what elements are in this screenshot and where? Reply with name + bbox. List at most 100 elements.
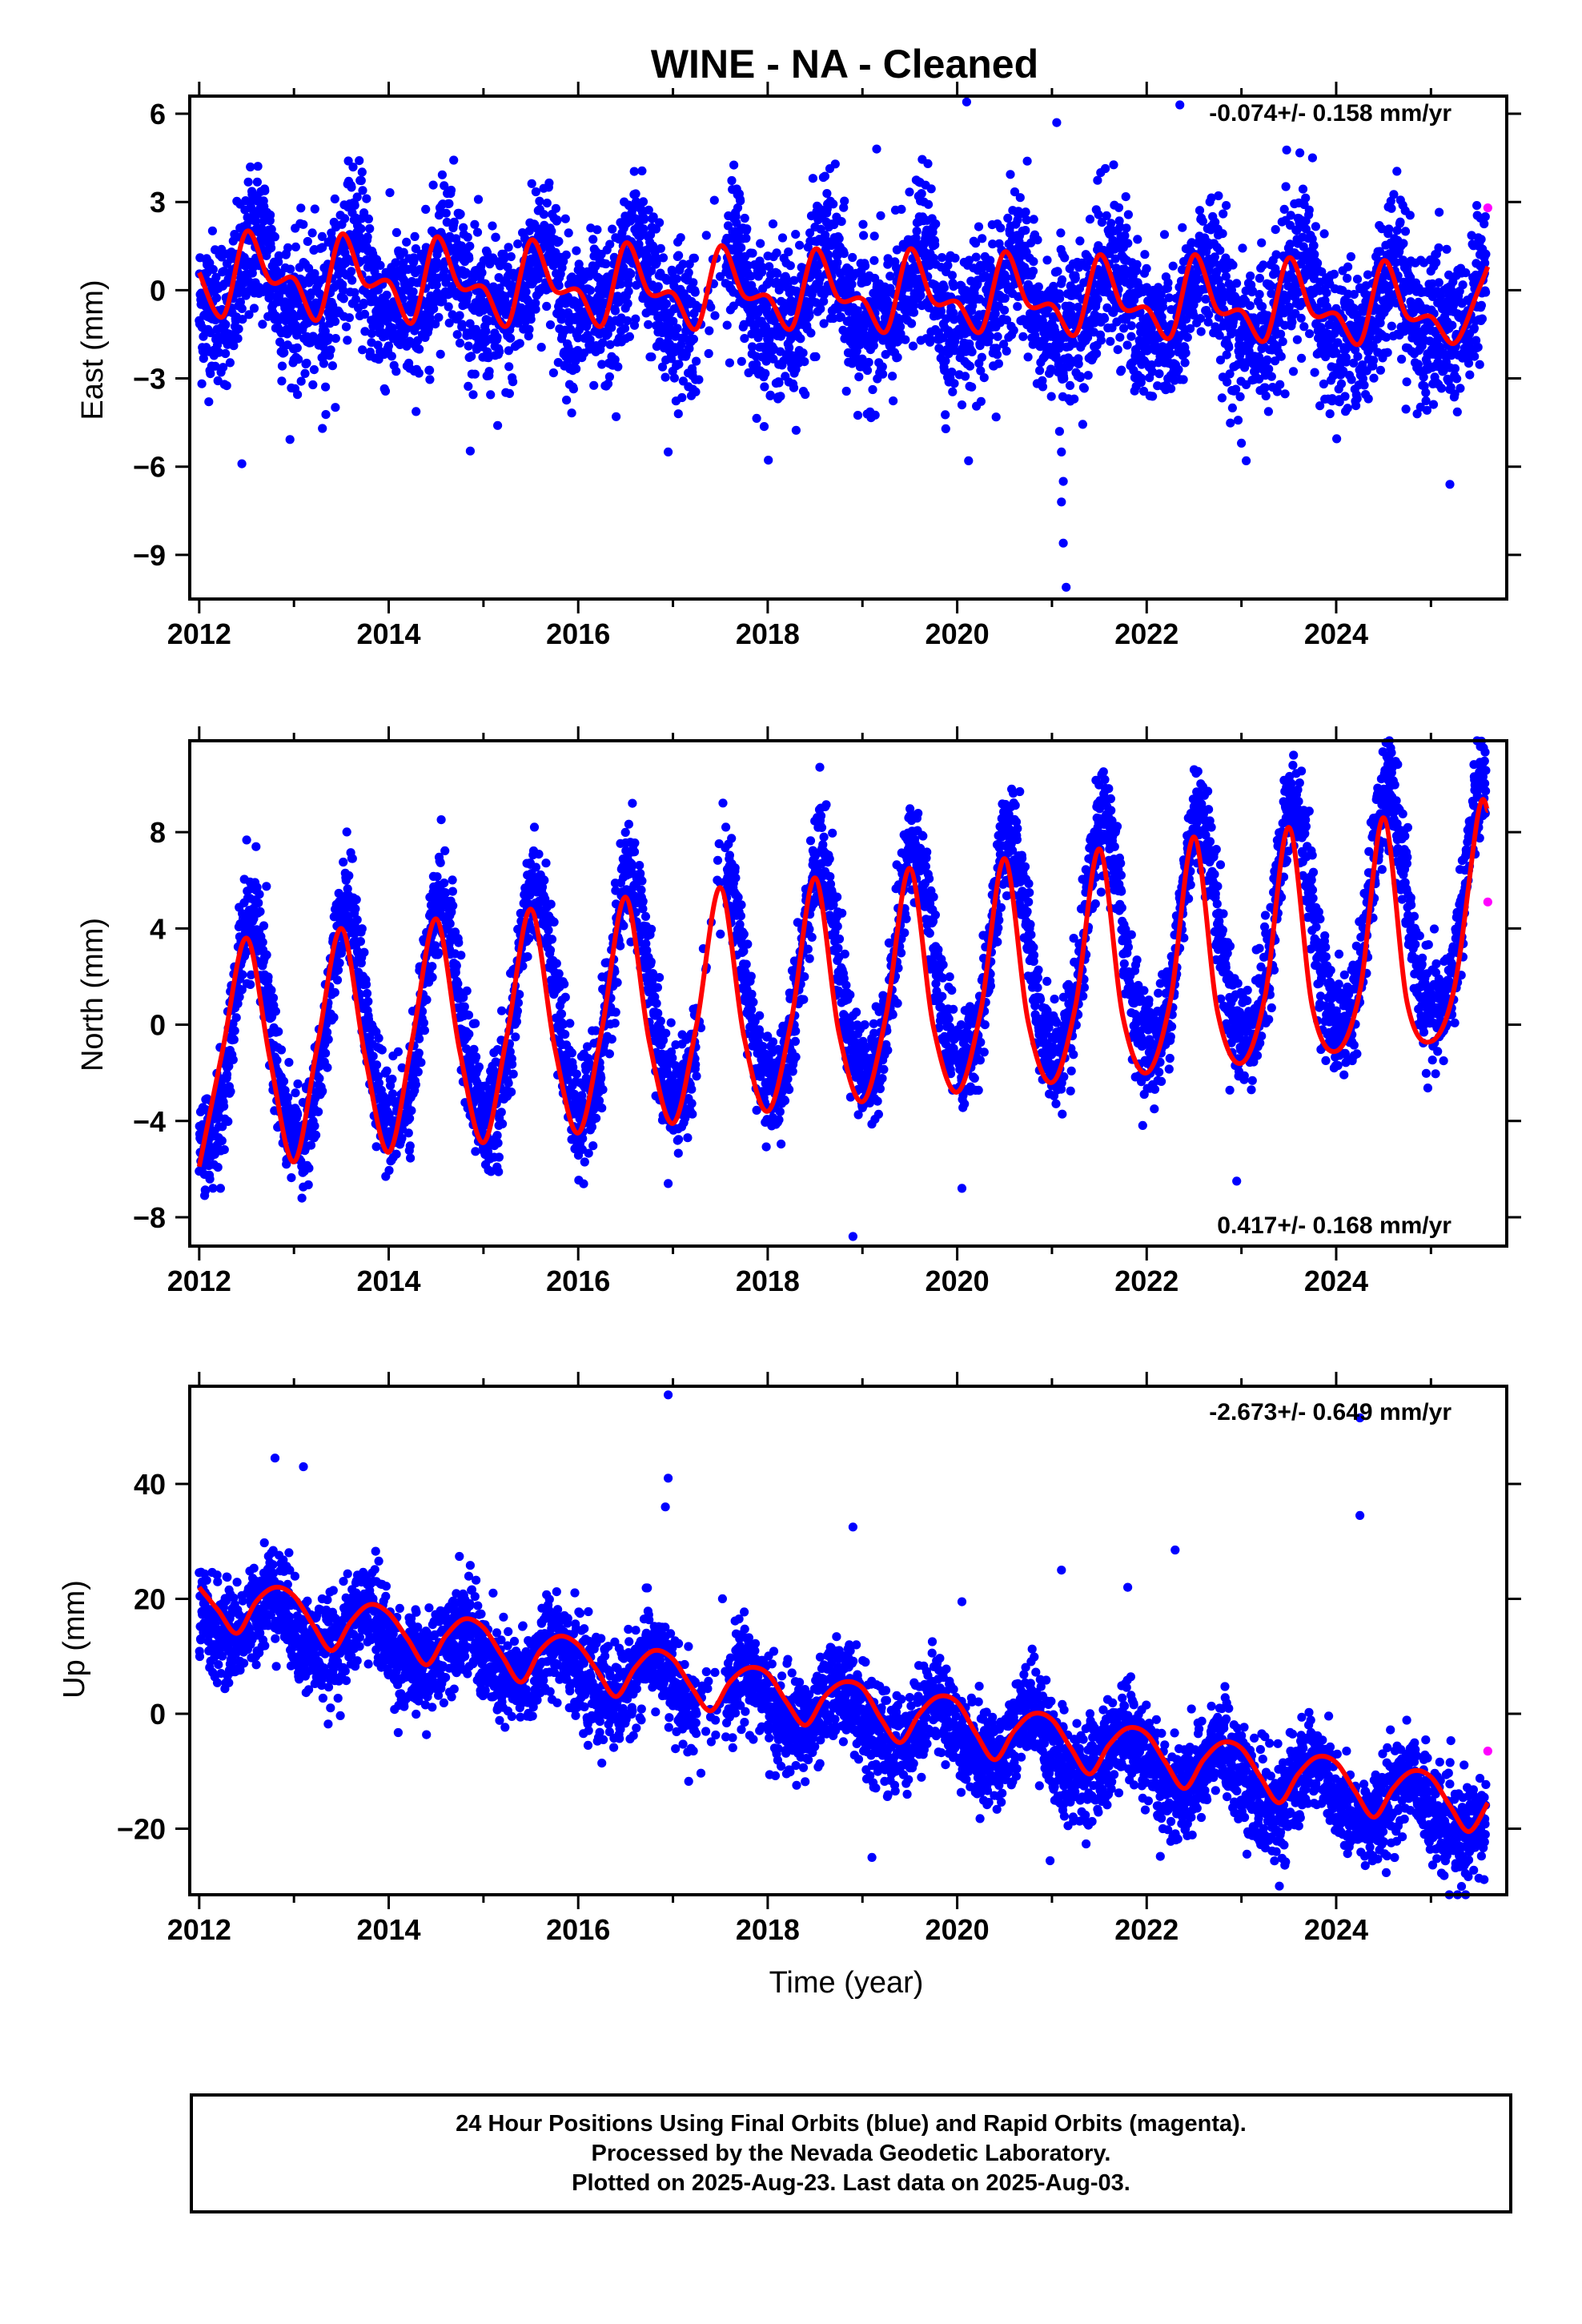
east-data-point xyxy=(399,247,408,257)
east-data-point xyxy=(243,177,253,187)
east-data-point xyxy=(1122,340,1132,350)
east-data-point xyxy=(1226,418,1235,428)
east-data-point xyxy=(1168,261,1178,271)
east-data-point xyxy=(1263,355,1272,364)
east-data-point xyxy=(408,287,418,296)
east-data-point xyxy=(1255,290,1264,300)
east-outlier-point xyxy=(957,400,967,410)
east-data-point xyxy=(768,219,778,229)
east-data-point xyxy=(206,369,215,379)
east-ytick-label: −9 xyxy=(133,539,166,572)
east-data-point xyxy=(1383,348,1392,357)
east-data-point xyxy=(673,324,682,333)
east-data-point xyxy=(784,247,793,257)
east-data-point xyxy=(330,194,339,203)
east-data-point xyxy=(689,278,698,287)
east-data-point xyxy=(760,382,769,392)
east-data-point xyxy=(789,383,799,392)
east-data-point xyxy=(1421,388,1431,397)
east-data-point xyxy=(221,320,231,329)
east-ytick-label: −3 xyxy=(133,363,166,396)
east-data-point xyxy=(560,214,570,223)
east-data-point xyxy=(676,233,685,243)
east-data-point xyxy=(1452,407,1462,416)
east-data-point xyxy=(1096,336,1106,345)
east-data-point xyxy=(1442,244,1452,254)
east-data-point xyxy=(425,365,435,375)
east-data-point xyxy=(655,218,665,227)
east-data-point xyxy=(1034,282,1043,292)
east-data-point xyxy=(1166,384,1176,393)
east-data-point xyxy=(365,223,375,234)
east-data-point xyxy=(948,387,958,396)
east-data-point xyxy=(221,348,231,359)
east-data-point xyxy=(446,185,456,195)
east-data-point xyxy=(318,243,327,252)
east-data-point xyxy=(1046,392,1056,401)
east-data-point xyxy=(286,264,295,274)
east-data-point xyxy=(1092,348,1102,359)
east-data-point xyxy=(1450,364,1460,373)
east-data-point xyxy=(1476,300,1486,310)
east-data-point xyxy=(737,356,746,366)
east-data-point xyxy=(673,409,683,419)
east-data-point xyxy=(1228,260,1238,270)
east-data-point xyxy=(1222,201,1231,211)
east-data-point xyxy=(359,208,369,218)
east-data-point xyxy=(1142,263,1151,273)
east-data-point xyxy=(1204,310,1214,320)
east-data-point xyxy=(798,348,808,358)
east-data-point xyxy=(1258,302,1267,312)
east-data-point xyxy=(412,407,421,416)
east-data-point xyxy=(759,422,769,432)
east-data-point xyxy=(1003,213,1013,223)
east-data-point xyxy=(1120,231,1130,240)
east-data-point xyxy=(1369,373,1379,383)
east-data-point xyxy=(1002,346,1011,356)
east-data-point xyxy=(1257,238,1267,247)
east-data-point xyxy=(1215,246,1225,255)
east-data-point xyxy=(535,196,544,206)
east-data-point xyxy=(1214,191,1223,201)
east-data-point xyxy=(854,372,864,382)
east-data-point xyxy=(211,272,221,282)
east-data-point xyxy=(689,253,700,263)
east-data-point xyxy=(941,410,950,420)
east-data-point xyxy=(315,289,324,299)
east-data-point xyxy=(274,251,283,260)
east-data-point xyxy=(303,236,312,247)
east-data-point xyxy=(961,372,970,381)
east-data-point xyxy=(888,372,897,381)
east-data-point xyxy=(701,231,711,240)
east-data-point xyxy=(1070,273,1080,283)
east-data-point xyxy=(262,282,271,292)
east-data-point xyxy=(876,211,885,220)
east-data-point xyxy=(212,340,223,350)
east-data-point xyxy=(1174,364,1183,375)
east-data-point xyxy=(1231,384,1241,394)
east-data-point xyxy=(684,267,693,278)
east-xtick-label: 2016 xyxy=(546,617,610,650)
east-data-point xyxy=(204,397,214,407)
east-data-point xyxy=(1276,352,1286,361)
east-data-point xyxy=(858,219,868,229)
east-data-point xyxy=(1122,223,1131,233)
east-data-point xyxy=(382,290,391,300)
east-data-point xyxy=(834,234,844,243)
east-data-point xyxy=(801,389,810,400)
east-data-point xyxy=(539,210,549,219)
east-data-point xyxy=(521,287,531,296)
east-data-point xyxy=(1343,273,1352,283)
east-data-point xyxy=(710,311,720,320)
east-data-point xyxy=(1481,249,1491,259)
east-outlier-point xyxy=(664,447,673,457)
east-data-point xyxy=(321,382,331,392)
east-data-point xyxy=(613,362,623,372)
east-data-point xyxy=(709,195,719,205)
east-data-point xyxy=(486,390,496,400)
east-data-point xyxy=(1281,182,1291,191)
east-data-point xyxy=(1405,211,1415,220)
east-data-point xyxy=(508,377,518,387)
east-ytick-label: −6 xyxy=(133,451,166,484)
east-data-point xyxy=(444,302,453,312)
